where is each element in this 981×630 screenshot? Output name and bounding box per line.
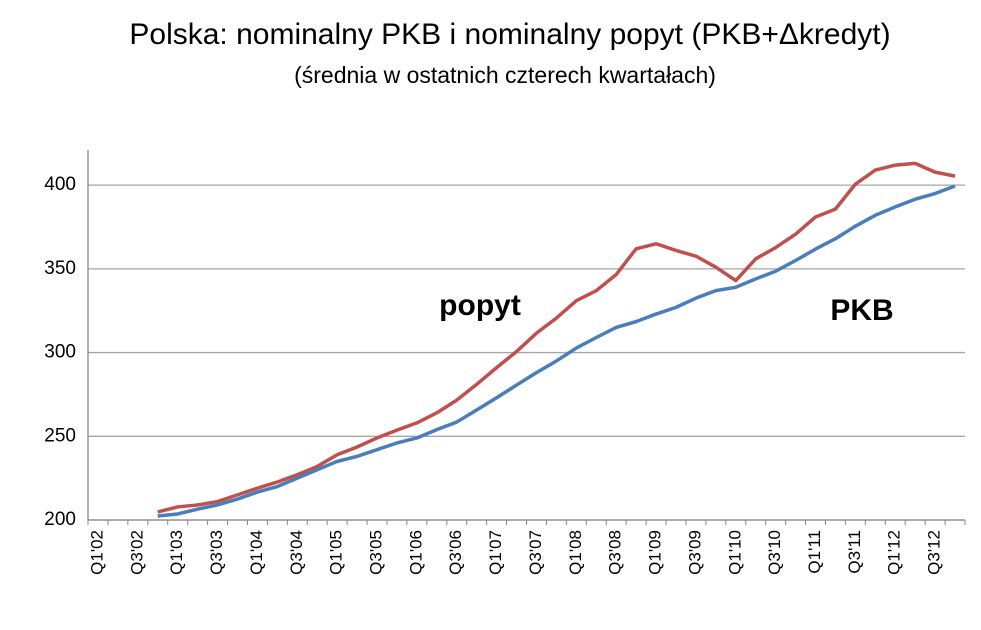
x-tick-label: Q1'09 [646,530,665,575]
y-tick-label: 200 [44,509,76,530]
series-line [157,161,956,514]
x-tick-label: Q3'02 [127,530,146,575]
y-tick-label: 400 [44,174,76,195]
x-tick-label: Q1'07 [486,530,505,575]
x-tick-label: Q3'09 [685,530,704,575]
series-line [157,184,956,518]
y-tick-label: 300 [44,342,76,363]
series-label: popyt [439,289,521,322]
x-tick-label: Q3'12 [925,530,944,575]
x-tick-label: Q1'06 [406,530,425,575]
x-tick-label: Q3'07 [526,530,545,575]
chart-subtitle: (średnia w ostatnich czterech kwartałach… [294,62,716,88]
x-tick-label: Q1'10 [725,530,744,575]
x-tick-label: Q1'11 [805,530,824,574]
x-tick-label: Q1'02 [87,530,106,575]
x-tick-label: Q3'08 [606,530,625,575]
y-tick-label: 250 [44,425,76,446]
x-tick-label: Q1'04 [247,530,266,575]
x-tick-label: Q3'10 [765,530,784,575]
x-tick-label: Q3'03 [207,530,226,575]
x-tick-label: Q3'05 [366,530,385,575]
x-tick-label: Q1'03 [167,530,186,575]
x-tick-label: Q3'04 [287,530,306,575]
x-tick-label: Q3'06 [446,530,465,575]
x-tick-label: Q1'08 [566,530,585,575]
x-tick-label: Q1'05 [327,530,346,575]
y-tick-label: 350 [44,258,76,279]
series-label: PKB [830,294,893,327]
chart-title: Polska: nominalny PKB i nominalny popyt … [129,18,890,51]
x-tick-label: Q1'12 [885,530,904,575]
x-tick-label: Q3'11 [845,530,864,574]
